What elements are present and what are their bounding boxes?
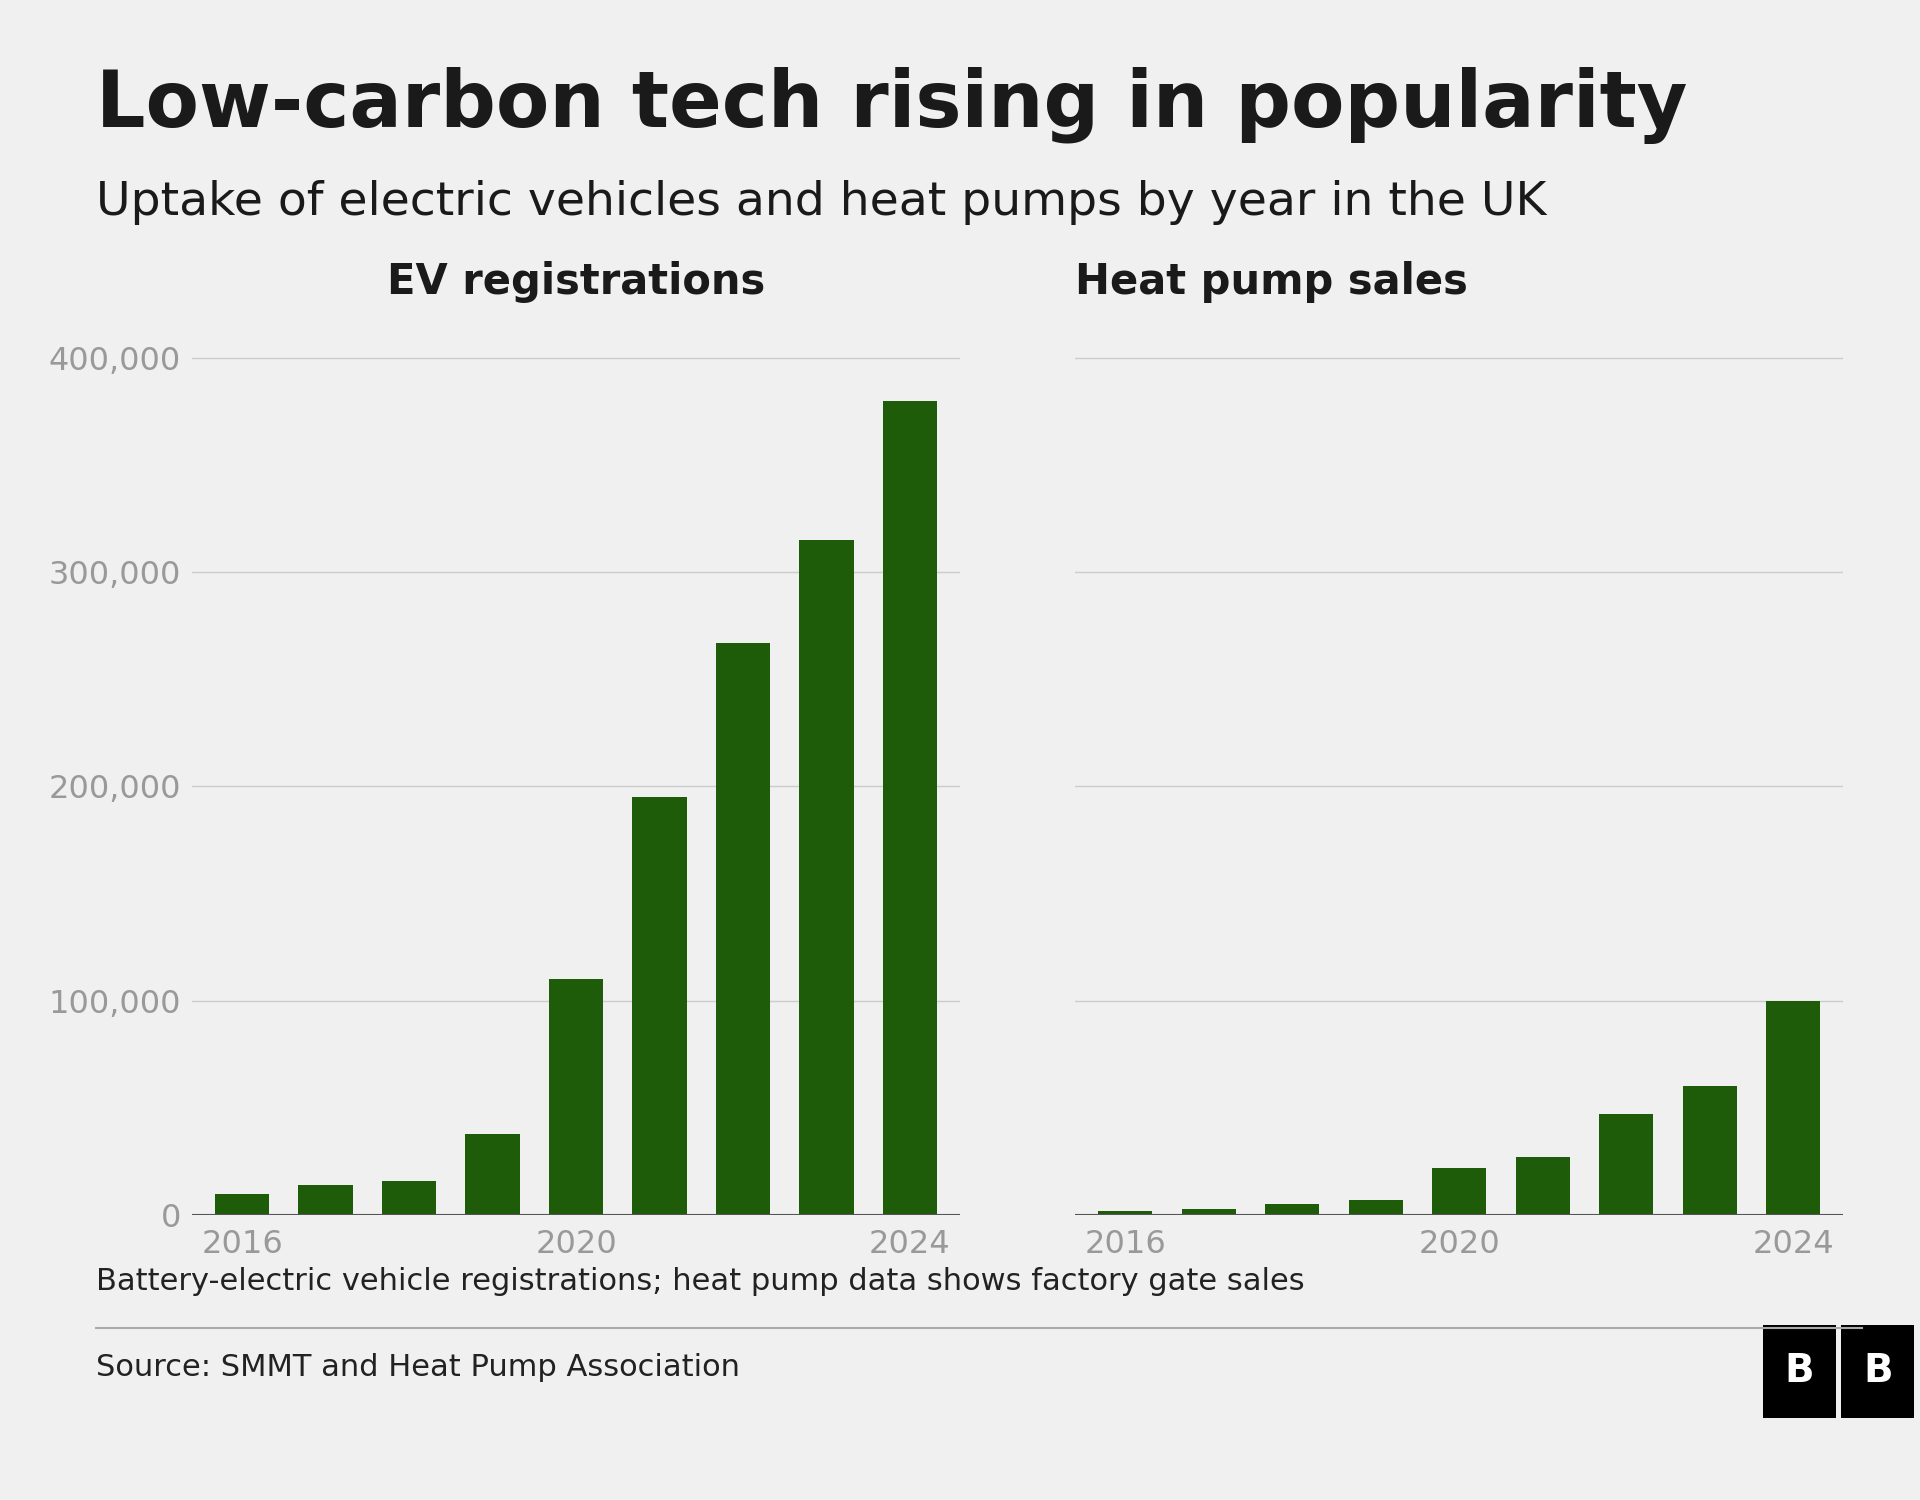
Bar [1599,1114,1653,1215]
Text: Heat pump sales: Heat pump sales [1075,261,1469,303]
Bar [382,1180,436,1215]
Text: B: B [1862,1352,1893,1390]
Bar [716,644,770,1215]
Bar [799,540,854,1215]
Bar [1181,1209,1236,1215]
Text: Uptake of electric vehicles and heat pumps by year in the UK: Uptake of electric vehicles and heat pum… [96,180,1546,225]
Title: EV registrations: EV registrations [386,261,766,303]
Text: B: B [1784,1352,1814,1390]
Bar [632,796,687,1215]
Bar [1348,1200,1404,1215]
Text: Low-carbon tech rising in popularity: Low-carbon tech rising in popularity [96,68,1688,144]
Text: Source: SMMT and Heat Pump Association: Source: SMMT and Heat Pump Association [96,1353,739,1383]
Bar [883,400,937,1215]
Bar [298,1185,353,1215]
Bar [1432,1168,1486,1215]
Bar [1098,1210,1152,1215]
Bar [1682,1086,1738,1215]
Text: Battery-electric vehicle registrations; heat pump data shows factory gate sales: Battery-electric vehicle registrations; … [96,1268,1304,1296]
Bar [465,1134,520,1215]
Bar [549,980,603,1215]
Bar [1766,1000,1820,1215]
Bar [1515,1156,1571,1215]
Bar [1265,1204,1319,1215]
Bar [215,1194,269,1215]
